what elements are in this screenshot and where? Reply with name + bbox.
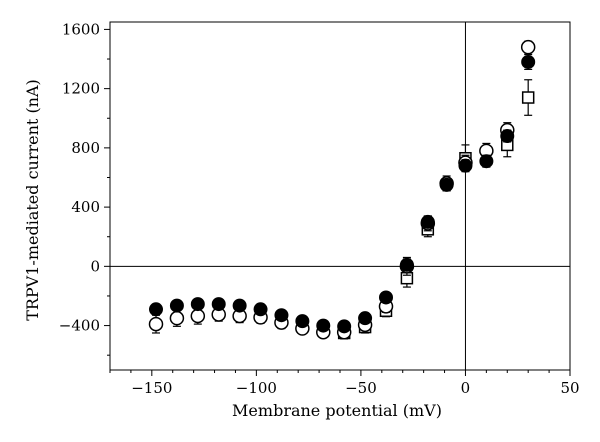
y-tick-label: 1600 <box>62 20 100 38</box>
data-point-open-circle <box>520 39 536 55</box>
data-point-filled-circle <box>521 54 536 69</box>
data-point-filled-circle <box>295 314 310 329</box>
data-point-filled-circle <box>358 311 373 326</box>
data-point-filled-circle <box>399 257 414 272</box>
data-point-filled-circle <box>439 177 454 192</box>
data-point-filled-circle <box>211 297 226 312</box>
data-point-filled-circle <box>500 129 515 144</box>
y-axis-label: TRPV1-mediated current (nA) <box>23 79 42 321</box>
data-point-open-circle <box>190 308 206 324</box>
data-point-filled-circle <box>253 302 268 317</box>
data-point-filled-circle <box>420 214 435 229</box>
y-tick-label: 400 <box>71 198 100 216</box>
data-point-filled-circle <box>316 318 331 333</box>
data-point-filled-circle <box>337 319 352 334</box>
data-point-filled-circle <box>458 158 473 173</box>
data-marks <box>148 39 536 340</box>
x-tick-label: −100 <box>236 379 277 397</box>
data-point-open-circle <box>169 310 185 326</box>
data-point-filled-circle <box>274 308 289 323</box>
y-tick-label: 800 <box>71 139 100 157</box>
data-point-open-square <box>521 91 535 104</box>
x-tick-label: −50 <box>345 379 377 397</box>
data-point-filled-circle <box>479 154 494 169</box>
data-point-filled-circle <box>169 298 184 313</box>
data-point-filled-circle <box>232 298 247 313</box>
data-point-filled-circle <box>149 302 163 317</box>
y-tick-label: −400 <box>59 317 100 335</box>
y-tick-label: 1200 <box>62 80 100 98</box>
x-tick-label: 50 <box>560 379 579 397</box>
data-point-open-circle <box>148 316 164 332</box>
x-tick-label: 0 <box>461 379 471 397</box>
x-tick-label: −150 <box>131 379 172 397</box>
data-point-filled-circle <box>379 290 393 305</box>
data-point-filled-circle <box>190 297 205 312</box>
tick-group: −150 −100 −50 0 50 −400 0 400 800 1200 1600 <box>59 20 580 397</box>
y-tick-label: 0 <box>90 257 100 275</box>
x-axis-label: Membrane potential (mV) <box>232 401 442 420</box>
